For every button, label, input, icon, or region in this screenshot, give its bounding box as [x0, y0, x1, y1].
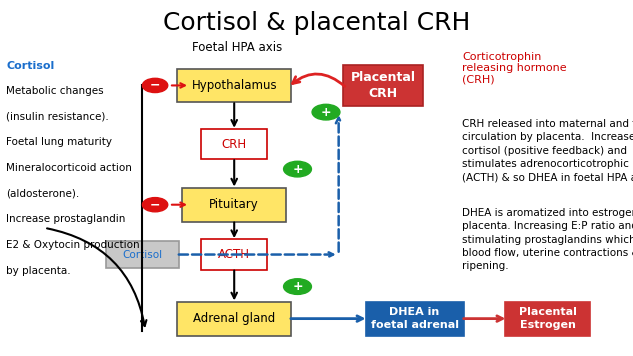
Text: −: − [150, 79, 160, 92]
Text: +: + [292, 280, 303, 293]
Text: Pituitary: Pituitary [210, 198, 259, 211]
Text: Corticotrophin
releasing hormone
(CRH): Corticotrophin releasing hormone (CRH) [462, 52, 567, 85]
FancyBboxPatch shape [343, 65, 423, 106]
Text: −: − [150, 198, 160, 211]
Text: DHEA is aromatized into estrogen by the
placenta. Increasing E:P ratio and
stimu: DHEA is aromatized into estrogen by the … [462, 208, 633, 271]
Text: DHEA in
foetal adrenal: DHEA in foetal adrenal [370, 308, 459, 330]
FancyBboxPatch shape [106, 241, 179, 268]
FancyBboxPatch shape [177, 69, 291, 103]
FancyBboxPatch shape [366, 302, 463, 335]
Text: (aldosterone).: (aldosterone). [6, 189, 80, 199]
Circle shape [284, 279, 311, 294]
FancyBboxPatch shape [201, 129, 267, 159]
Text: Mineralocorticoid action: Mineralocorticoid action [6, 163, 132, 173]
FancyBboxPatch shape [177, 302, 291, 335]
Circle shape [142, 198, 168, 212]
Text: CRH: CRH [222, 138, 247, 151]
Circle shape [312, 104, 340, 120]
Text: by placenta.: by placenta. [6, 266, 71, 276]
Text: +: + [292, 163, 303, 176]
Text: Foetal HPA axis: Foetal HPA axis [192, 41, 282, 54]
Text: Foetal lung maturity: Foetal lung maturity [6, 137, 112, 147]
Text: Adrenal gland: Adrenal gland [193, 312, 275, 325]
FancyBboxPatch shape [201, 240, 267, 270]
Text: Cortisol: Cortisol [122, 250, 163, 260]
Circle shape [142, 78, 168, 93]
FancyBboxPatch shape [505, 302, 590, 335]
Text: Metabolic changes: Metabolic changes [6, 86, 104, 96]
Text: Hypothalamus: Hypothalamus [191, 79, 277, 92]
FancyBboxPatch shape [182, 188, 286, 221]
Text: Placental
CRH: Placental CRH [351, 71, 415, 100]
Text: CRH released into maternal and foetal
circulation by placenta.  Increases
cortis: CRH released into maternal and foetal ci… [462, 119, 633, 182]
Text: Increase prostaglandin: Increase prostaglandin [6, 214, 126, 224]
Text: Cortisol & placental CRH: Cortisol & placental CRH [163, 11, 470, 35]
Text: ACTH: ACTH [218, 248, 250, 261]
Text: (insulin resistance).: (insulin resistance). [6, 112, 109, 122]
Text: E2 & Oxytocin production: E2 & Oxytocin production [6, 240, 140, 250]
Text: +: + [321, 106, 331, 119]
Circle shape [284, 161, 311, 177]
Text: Cortisol: Cortisol [6, 61, 54, 70]
Text: Placental
Estrogen: Placental Estrogen [518, 308, 577, 330]
